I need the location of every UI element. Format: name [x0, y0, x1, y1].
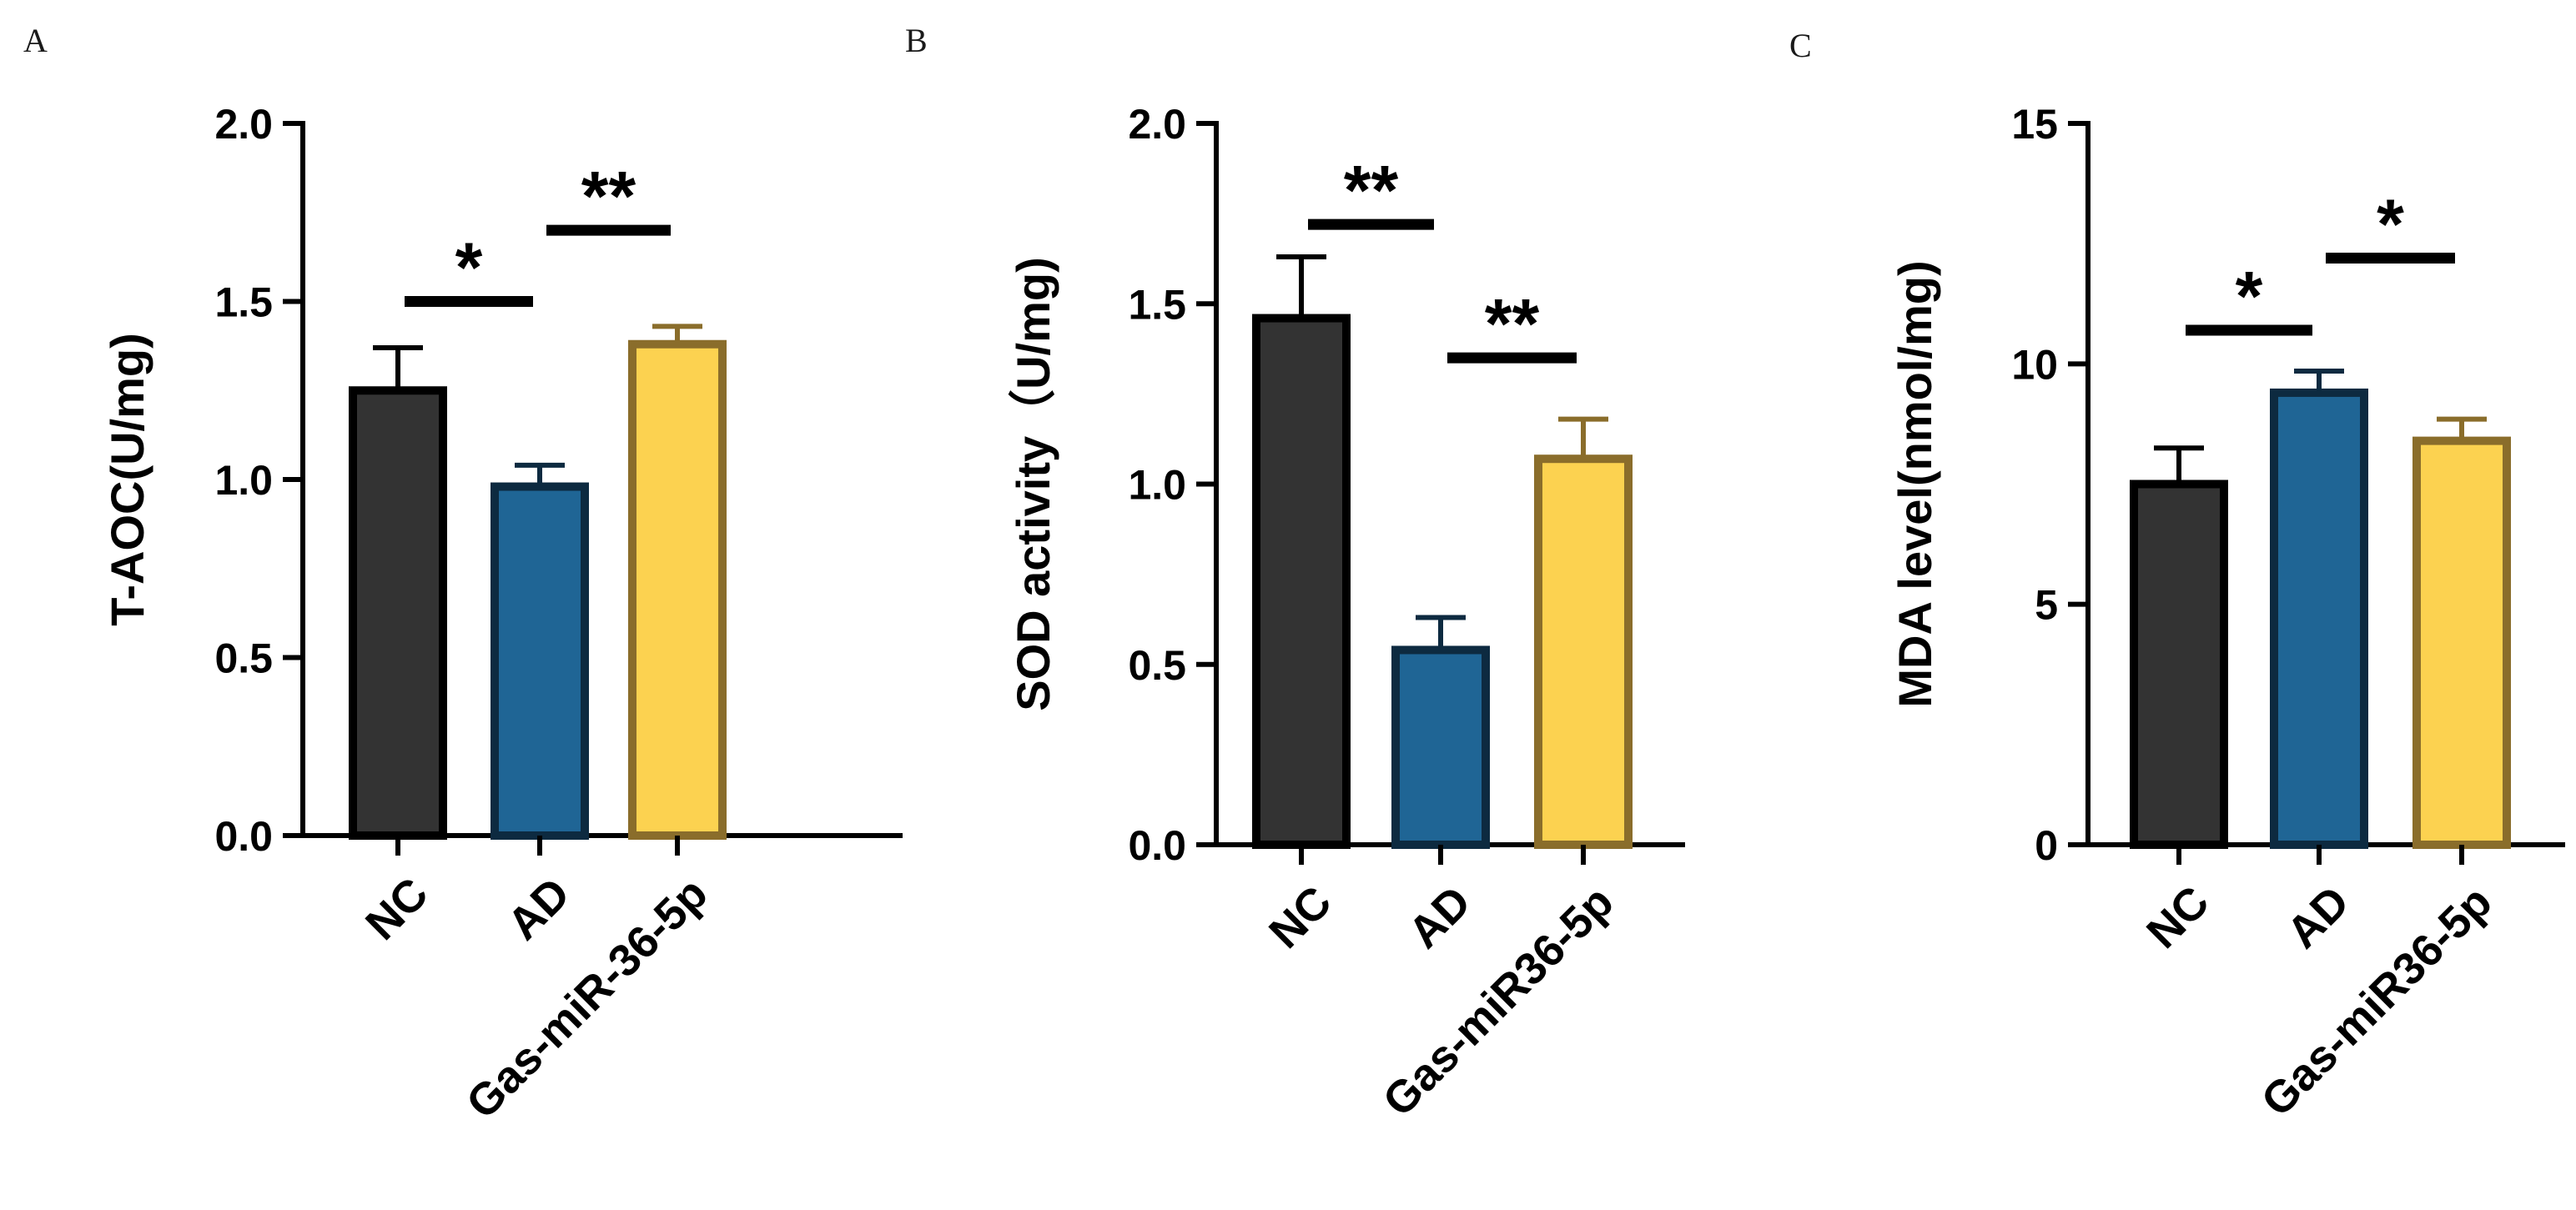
- y-tick-label: 0.0: [214, 813, 273, 860]
- y-tick-label: 0.5: [214, 635, 273, 682]
- significance-label: *: [455, 228, 483, 307]
- significance-label: *: [2236, 257, 2263, 335]
- y-axis-label: MDA level(nmol/mg): [1889, 260, 1941, 707]
- bar-nc: [2130, 479, 2228, 849]
- panel-letter: B: [905, 22, 928, 59]
- bar-nc: [1252, 314, 1351, 849]
- y-tick-label: 1.5: [214, 279, 273, 326]
- y-tick-label: 15: [2011, 101, 2058, 148]
- significance-label: *: [2377, 184, 2404, 263]
- y-tick-label: 0.5: [1128, 642, 1186, 689]
- y-tick-label: 2.0: [1128, 101, 1186, 148]
- bar-nc: [349, 386, 447, 840]
- y-axis-label: SOD activity（U/mg): [1007, 257, 1059, 711]
- y-axis-label: T-AOC(U/mg): [101, 333, 153, 626]
- y-tick-label: 1.0: [1128, 462, 1186, 509]
- bar-ad: [2270, 388, 2368, 849]
- category-label: Gas-miR-36-5p: [457, 868, 717, 1128]
- category-label: NC: [1260, 876, 1341, 958]
- y-tick-label: 1.0: [214, 457, 273, 504]
- category-label: AD: [1399, 876, 1481, 958]
- y-tick-label: 0.0: [1128, 822, 1186, 869]
- y-tick-label: 2.0: [214, 101, 273, 148]
- panel-a: A 0.0 0.5 1.0 1.5 2.0 T-AOC(U/mg) NC ADGas-miR-3…: [23, 22, 903, 1128]
- panel-letter: A: [23, 22, 48, 59]
- significance-label: **: [1485, 284, 1540, 363]
- category-label: NC: [2137, 876, 2219, 958]
- y-tick-label: 10: [2011, 341, 2058, 388]
- category-label: AD: [498, 868, 580, 950]
- bar-ad: [491, 482, 589, 840]
- significance-label: **: [1344, 151, 1399, 229]
- y-tick-label: 0: [2035, 822, 2058, 869]
- significance-label: **: [581, 157, 636, 235]
- bar-gas-mir36-5p: [1534, 454, 1633, 849]
- y-tick-label: 1.5: [1128, 281, 1186, 328]
- panel-letter: C: [1789, 27, 1812, 64]
- bar-ad: [1391, 645, 1490, 850]
- category-label: NC: [356, 868, 438, 950]
- category-label: AD: [2277, 876, 2359, 958]
- bar-gas-mir-36-5p: [628, 339, 727, 840]
- bar-gas-mir36-5p: [2412, 436, 2511, 849]
- y-tick-label: 5: [2035, 582, 2058, 629]
